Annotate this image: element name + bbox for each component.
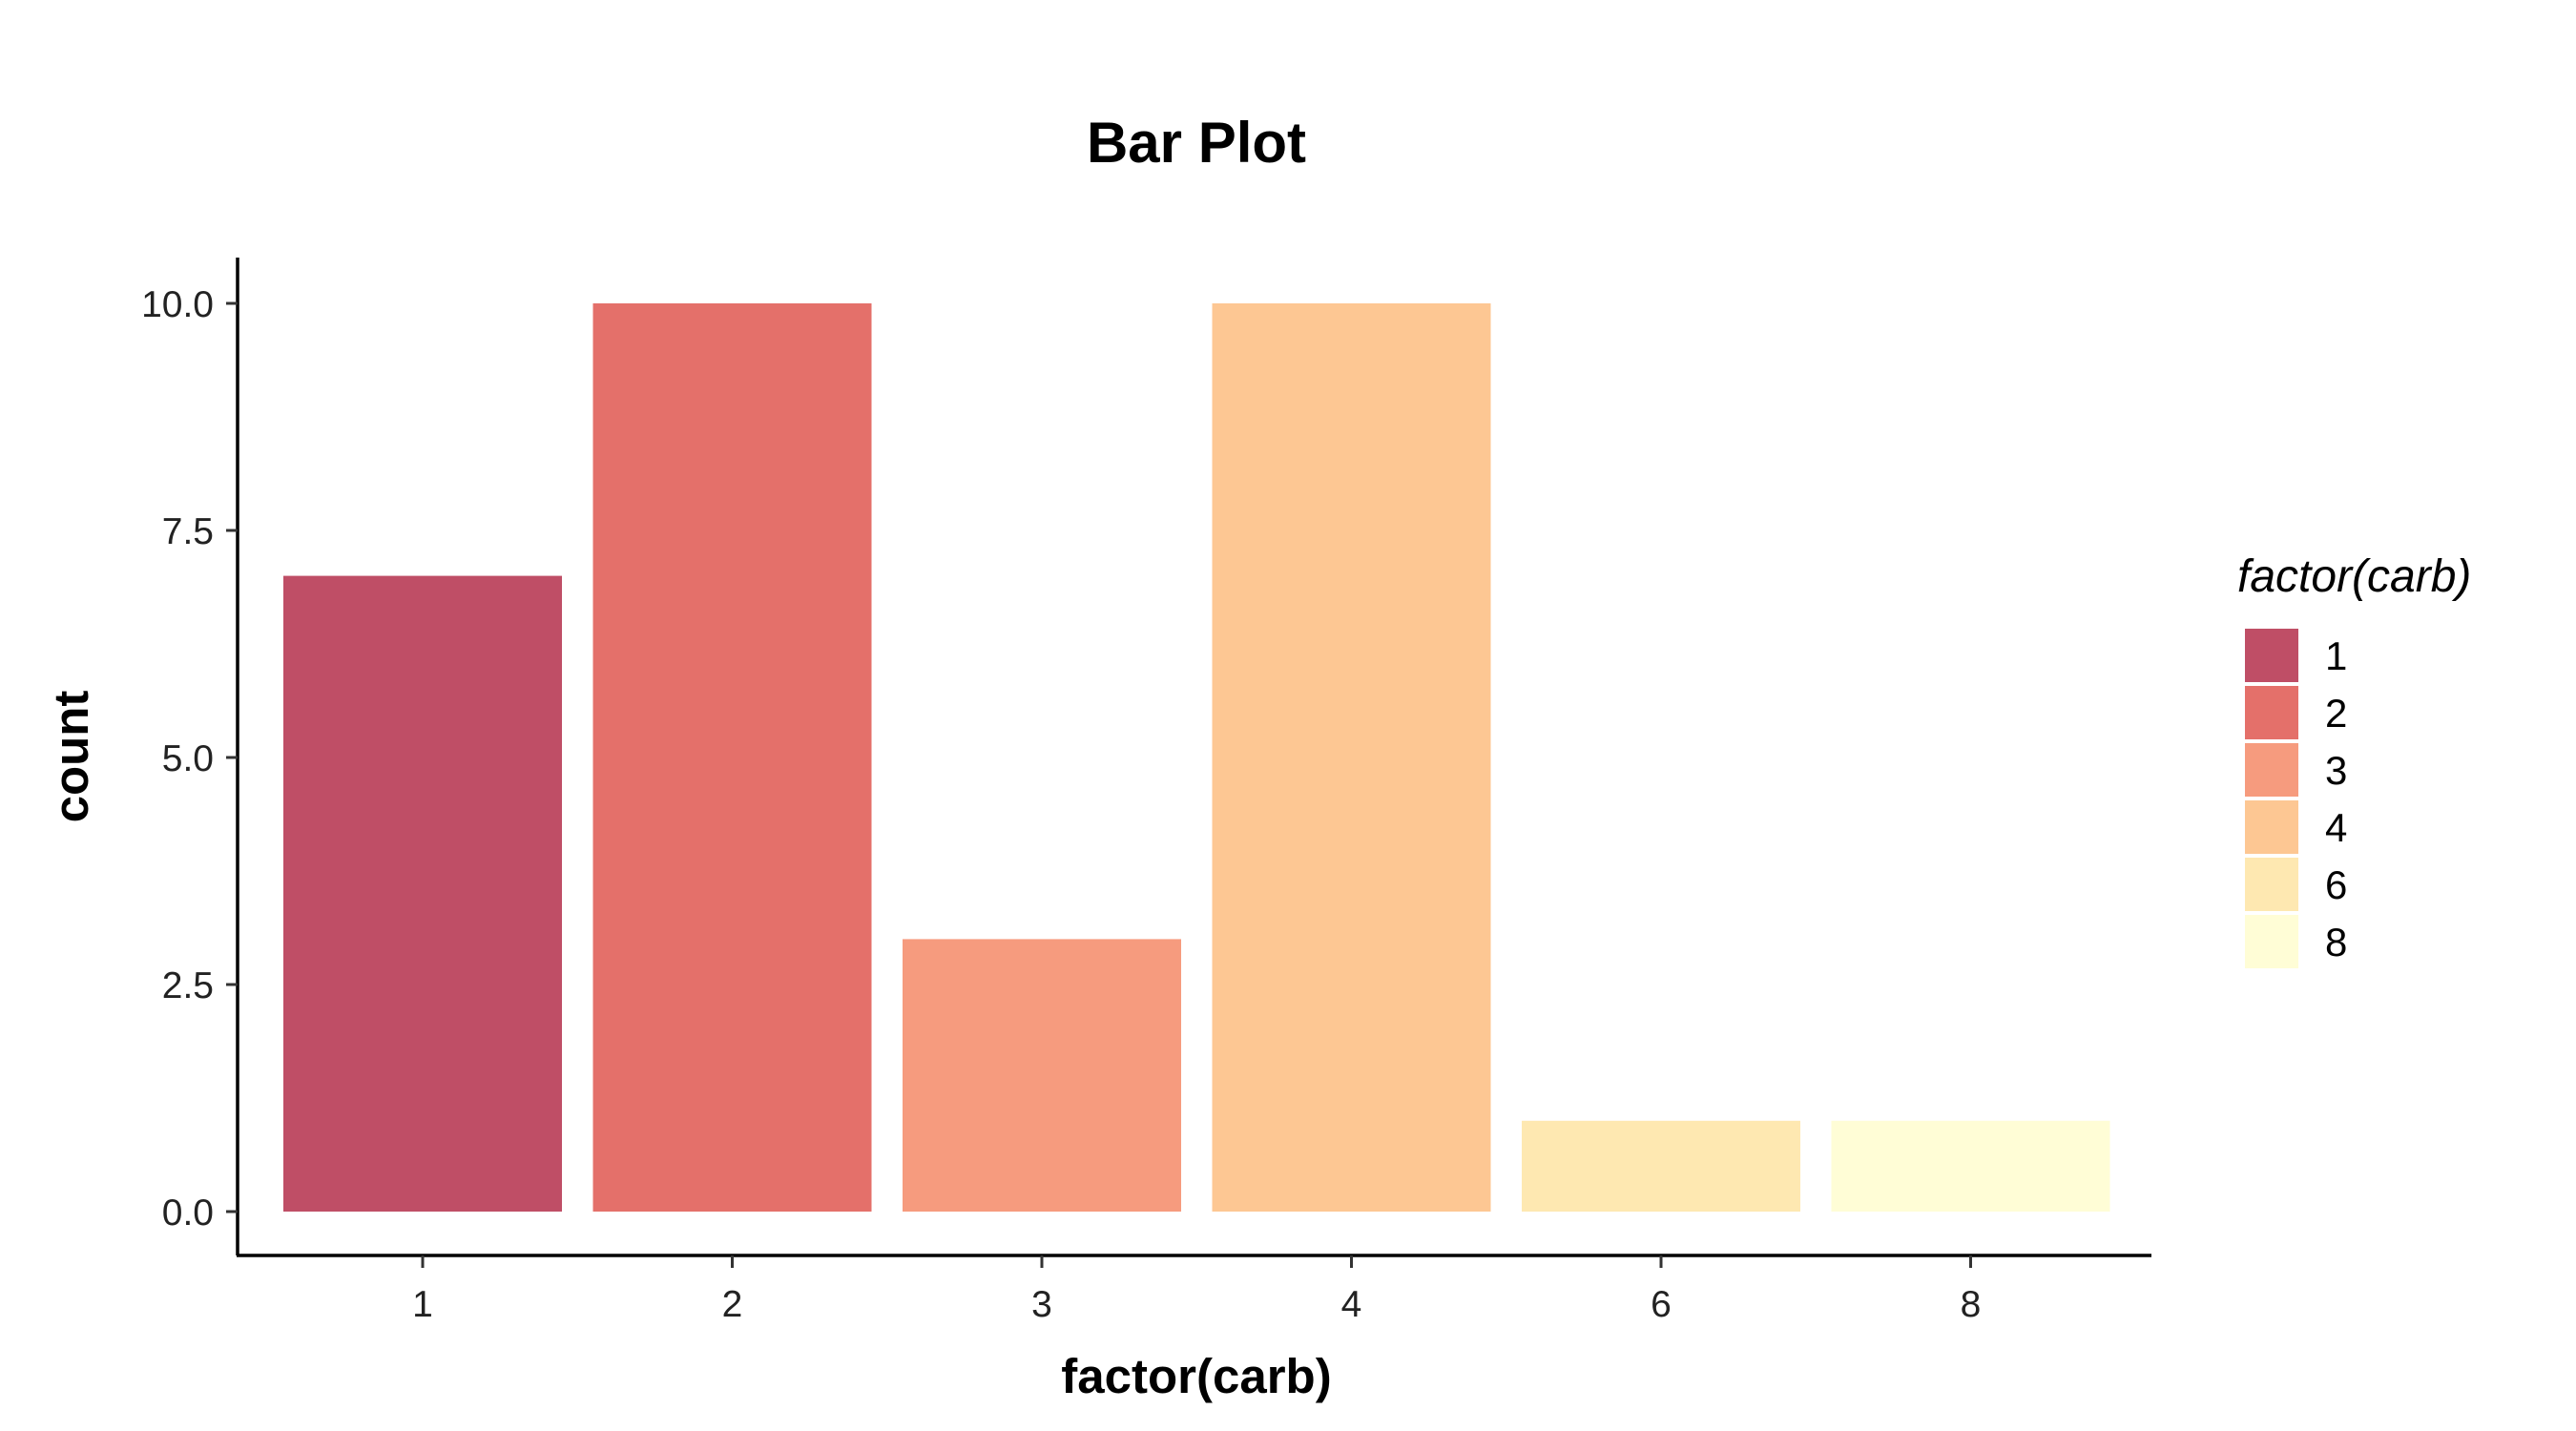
legend-label: 3 <box>2325 748 2347 793</box>
legend-label: 2 <box>2325 691 2347 736</box>
legend-label: 8 <box>2325 920 2347 964</box>
legend-key-8 <box>2245 915 2298 968</box>
legend-key-4 <box>2245 800 2298 854</box>
legend-key-3 <box>2245 743 2298 797</box>
legend-title: factor(carb) <box>2237 551 2471 602</box>
y-axis-ticks: 0.0 2.5 5.0 7.5 10.0 <box>141 284 238 1234</box>
y-tick-label: 0.0 <box>162 1192 214 1234</box>
bar-3 <box>903 939 1181 1212</box>
x-tick-label: 6 <box>1651 1284 1672 1325</box>
bar-1 <box>283 575 562 1212</box>
x-tick-label: 1 <box>412 1284 433 1325</box>
bar-4 <box>1212 303 1491 1212</box>
y-tick-label: 5.0 <box>162 738 214 779</box>
chart-title: Bar Plot <box>1087 111 1306 175</box>
legend-label: 6 <box>2325 862 2347 907</box>
y-tick-label: 10.0 <box>141 284 214 325</box>
plot-area <box>283 303 2110 1212</box>
legend-label: 1 <box>2325 633 2347 678</box>
x-tick-label: 4 <box>1341 1284 1362 1325</box>
y-tick-label: 7.5 <box>162 511 214 552</box>
legend-key-1 <box>2245 629 2298 682</box>
legend-key-6 <box>2245 858 2298 911</box>
x-tick-label: 3 <box>1031 1284 1052 1325</box>
x-axis-ticks: 1 2 3 4 6 8 <box>412 1255 1981 1325</box>
legend-label: 4 <box>2325 805 2347 850</box>
bar-2 <box>592 303 872 1212</box>
x-tick-label: 2 <box>722 1284 743 1325</box>
x-axis-title: factor(carb) <box>1061 1349 1331 1403</box>
legend: factor(carb) 1 2 3 4 6 8 <box>2237 551 2471 968</box>
y-axis-title: count <box>44 691 98 823</box>
x-tick-label: 8 <box>1961 1284 1982 1325</box>
y-tick-label: 2.5 <box>162 965 214 1006</box>
bar-6 <box>1522 1120 1800 1212</box>
legend-key-2 <box>2245 686 2298 739</box>
legend-items: 1 2 3 4 6 8 <box>2245 629 2347 968</box>
bar-8 <box>1831 1120 2110 1212</box>
